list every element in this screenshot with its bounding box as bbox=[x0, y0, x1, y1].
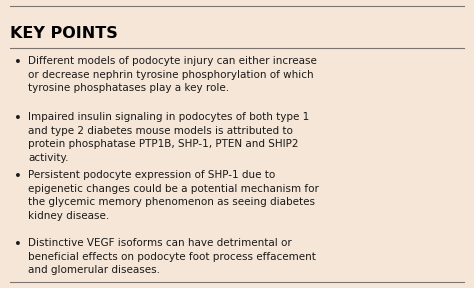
Text: Persistent podocyte expression of SHP-1 due to
epigenetic changes could be a pot: Persistent podocyte expression of SHP-1 … bbox=[28, 170, 319, 221]
Text: KEY POINTS: KEY POINTS bbox=[10, 26, 118, 41]
Text: Different models of podocyte injury can either increase
or decrease nephrin tyro: Different models of podocyte injury can … bbox=[28, 56, 317, 93]
Text: Impaired insulin signaling in podocytes of both type 1
and type 2 diabetes mouse: Impaired insulin signaling in podocytes … bbox=[28, 112, 309, 163]
Text: •: • bbox=[14, 170, 22, 183]
Text: •: • bbox=[14, 238, 22, 251]
Text: •: • bbox=[14, 112, 22, 125]
Text: Distinctive VEGF isoforms can have detrimental or
beneficial effects on podocyte: Distinctive VEGF isoforms can have detri… bbox=[28, 238, 316, 275]
Text: •: • bbox=[14, 56, 22, 69]
